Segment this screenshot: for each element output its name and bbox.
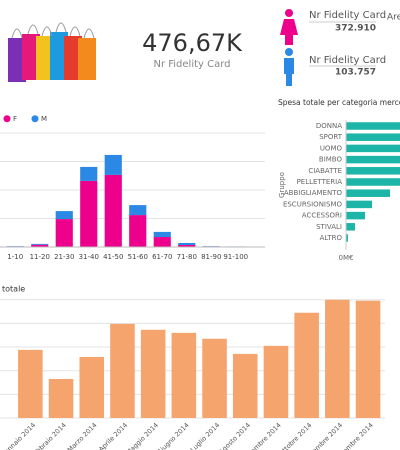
x-tick-label: 1-10 [7, 253, 23, 261]
bar [325, 299, 350, 418]
x-tick-label: 81-90 [201, 253, 221, 261]
legend-label: F [13, 115, 17, 123]
legend-label: M [41, 115, 47, 123]
x-tick-label: 91-100 [223, 253, 248, 261]
bar [232, 353, 258, 418]
header-fragment: Are [387, 13, 400, 23]
legend-swatch [3, 115, 11, 123]
y-tick-label: ALTRO [320, 234, 343, 242]
bar-segment [153, 237, 171, 247]
bar-segment [129, 215, 147, 247]
x-tick-label: 51-60 [128, 253, 148, 261]
x-tick-label: 71-80 [177, 253, 197, 261]
y-tick-label: PELLETTERIA [297, 178, 343, 186]
kpi-label: Nr Fidelity Card [153, 59, 230, 70]
bar [346, 144, 400, 153]
bar [263, 345, 289, 418]
legend-swatch [31, 115, 39, 123]
bar-segment [153, 231, 171, 238]
y-tick-label: BIMBO [319, 156, 343, 164]
x-tick-label: Luglio 2014 [189, 421, 221, 450]
x-tick-label: 21-30 [54, 253, 74, 261]
x-tick-label: Maggio 2014 [124, 421, 160, 450]
bar [355, 300, 381, 418]
chart-title: Spesa totale per categoria merceologi [278, 98, 400, 107]
y-tick-label: CIABATTE [308, 167, 342, 175]
male-icon [284, 48, 294, 86]
y-tick-label: ACCESSORI [302, 212, 342, 220]
bar-segment [80, 180, 98, 247]
bar [346, 133, 400, 141]
bar [346, 234, 348, 242]
bar-segment [31, 244, 49, 247]
y-axis-label: Gruppo [278, 172, 286, 198]
bar [346, 200, 372, 209]
bar [48, 378, 74, 418]
bar-segment [55, 211, 73, 220]
bar [346, 178, 400, 186]
bar-segment [178, 243, 196, 246]
x-tick-label: 31-40 [79, 253, 99, 261]
bar-segment [178, 245, 196, 247]
bar [346, 211, 365, 220]
y-tick-label: DONNA [316, 122, 342, 130]
bar-segment [129, 205, 147, 216]
bags-image [8, 22, 96, 82]
kpi-value: 476,67K [142, 29, 243, 57]
x-tick-label: 61-70 [152, 253, 172, 261]
y-tick-label: ESCURSIONISMO [283, 200, 343, 208]
bar [79, 356, 105, 418]
female-icon [280, 9, 298, 45]
bar [18, 349, 43, 418]
x-tick-label: 0M€ [339, 254, 354, 262]
bar-segment [55, 219, 73, 247]
bar [346, 167, 400, 175]
bar [140, 329, 166, 418]
bar [171, 332, 197, 418]
bar-segment [104, 154, 122, 175]
bar-segment [31, 243, 49, 245]
chart-title: totale [2, 285, 25, 294]
bar [346, 122, 400, 130]
bar [294, 312, 319, 418]
y-tick-label: UOMO [320, 144, 343, 152]
x-tick-label: Agosto 2014 [217, 421, 252, 450]
x-tick-label: Aprile 2014 [97, 421, 129, 450]
y-tick-label: ABBIGLIAMENTO [284, 189, 343, 197]
y-tick-label: SPORT [319, 133, 343, 141]
x-tick-label: ennaio 2014 [3, 421, 37, 450]
bar-segment [80, 166, 98, 181]
bar [202, 338, 227, 418]
card-label: Nr Fidelity Card [309, 55, 386, 66]
x-tick-label: Ottobre 2014 [277, 421, 313, 450]
x-tick-label: Marzo 2014 [66, 421, 99, 450]
bar [110, 323, 135, 418]
bar [346, 155, 400, 164]
bar-segment [104, 174, 122, 247]
bar [346, 223, 355, 231]
card-label: Nr Fidelity Card [309, 10, 386, 21]
bar [346, 189, 390, 197]
card-value: 372.910 [335, 24, 376, 34]
x-tick-label: 11-20 [30, 253, 50, 261]
x-tick-label: 41-50 [103, 253, 123, 261]
y-tick-label: STIVALI [316, 223, 342, 231]
card-value: 103.757 [335, 68, 376, 78]
x-tick-label: Giugno 2014 [155, 421, 190, 450]
